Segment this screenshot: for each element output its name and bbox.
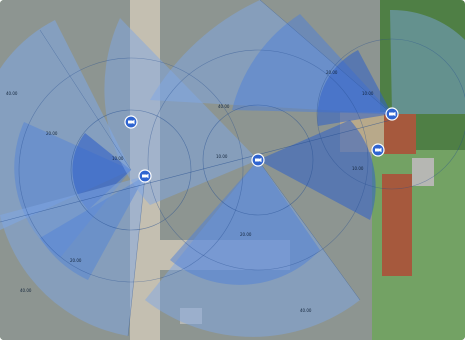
sensor-marker-4[interactable] — [385, 107, 399, 121]
range-label: 40.00 — [20, 288, 32, 293]
range-ring — [316, 38, 465, 190]
coverage-sector[interactable] — [170, 160, 320, 285]
range-label: 20.00 — [70, 258, 82, 263]
range-label: 40.00 — [218, 104, 230, 109]
sector-boundaries — [0, 0, 393, 337]
coverage-sector[interactable] — [0, 176, 145, 336]
coverage-sector[interactable] — [104, 18, 258, 205]
range-label: 10.00 — [362, 91, 374, 96]
sensor-marker-2[interactable] — [138, 169, 152, 183]
coverage-sector[interactable] — [390, 9, 465, 115]
sector-boundary — [127, 175, 146, 337]
range-label: 20.00 — [326, 70, 338, 75]
range-label: 20.00 — [240, 232, 252, 237]
coverage-sector[interactable] — [258, 120, 376, 220]
building-roof-red-1 — [384, 114, 416, 154]
range-ring — [70, 109, 192, 231]
range-label: 40.00 — [300, 308, 312, 313]
coverage-sector[interactable] — [40, 176, 145, 280]
range-rings — [18, 38, 465, 283]
sensor-marker-5[interactable] — [371, 143, 385, 157]
coverage-sector[interactable] — [317, 50, 392, 126]
range-label: 10.00 — [112, 156, 124, 161]
range-ring — [202, 104, 314, 216]
sector-boundary — [0, 119, 392, 223]
sensor-marker-1[interactable] — [124, 115, 138, 129]
building-roof-gray — [412, 158, 434, 186]
range-label: 10.00 — [352, 166, 364, 171]
sector-boundary — [259, 0, 393, 115]
sensor-marker-3[interactable] — [251, 153, 265, 167]
sensor-markers — [124, 107, 399, 183]
building-roof-red-2 — [382, 174, 412, 276]
sector-boundary — [39, 29, 132, 171]
range-ring — [18, 57, 244, 283]
range-label: 20.00 — [46, 131, 58, 136]
sector-boundary — [257, 159, 361, 301]
range-ring — [147, 49, 369, 271]
range-label: 40.00 — [6, 91, 18, 96]
coverage-sector[interactable] — [72, 133, 131, 210]
range-label: 10.00 — [216, 154, 228, 159]
range-labels: 40.00 20.00 10.00 40.00 20.00 10.00 10.0… — [6, 70, 374, 313]
